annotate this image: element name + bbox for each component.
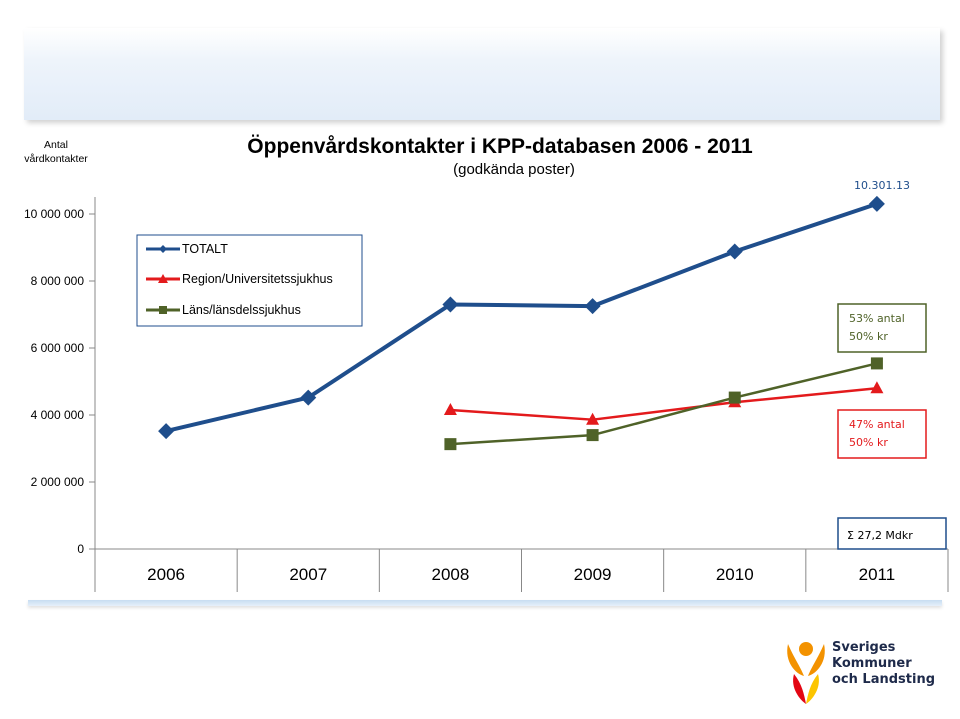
annotation-box-sum: Σ 27,2 Mdkr bbox=[837, 517, 947, 550]
data-point bbox=[870, 381, 884, 394]
y-tick-label: 2 000 000 bbox=[31, 475, 85, 489]
x-tick-label: 2007 bbox=[289, 565, 327, 584]
x-tick-label: 2009 bbox=[574, 565, 612, 584]
series-line bbox=[450, 386, 878, 421]
annotation-frame-lans bbox=[837, 303, 927, 353]
annotation-frame-region bbox=[837, 409, 927, 459]
logo-line-2: Kommuner bbox=[832, 656, 912, 671]
y-tick-label: 10 000 000 bbox=[24, 207, 84, 221]
y-axis-label-line1: Antal bbox=[44, 139, 68, 151]
x-tick-label: 2010 bbox=[716, 565, 754, 584]
series-layer bbox=[158, 195, 885, 451]
series-l-ns-l-nsdelssjukhus bbox=[444, 357, 883, 451]
annotation-frame-sum bbox=[837, 517, 947, 550]
data-point bbox=[728, 391, 741, 404]
skl-emblem bbox=[787, 642, 825, 704]
data-point bbox=[868, 195, 885, 212]
emblem-left-leg bbox=[793, 674, 806, 704]
annotation-region-line1: 47% antal bbox=[849, 418, 905, 431]
annotation-lans-line1: 53% antal bbox=[849, 312, 905, 325]
legend-marker-region bbox=[158, 274, 168, 283]
x-tick-label: 2011 bbox=[859, 565, 896, 584]
x-tick-label: 2006 bbox=[147, 565, 185, 584]
data-point bbox=[586, 429, 599, 442]
x-ticks: 2006 2007 2008 2009 2010 2011 bbox=[147, 549, 895, 592]
emblem-head bbox=[799, 642, 813, 656]
data-point bbox=[300, 389, 317, 406]
skl-logo-text: Sveriges Kommuner och Landsting bbox=[832, 640, 935, 688]
y-tick-label: 4 000 000 bbox=[31, 408, 85, 422]
annotation-lans-line2: 50% kr bbox=[849, 330, 888, 343]
data-point bbox=[586, 412, 600, 425]
legend-marker-lans bbox=[159, 306, 167, 314]
skl-logo: Sveriges Kommuner och Landsting bbox=[782, 636, 952, 706]
legend-label-region: Region/Universitetssjukhus bbox=[182, 272, 333, 286]
series-totalt bbox=[158, 195, 885, 440]
legend: TOTALT Region/Universitetssjukhus Läns/l… bbox=[136, 234, 363, 327]
chart-title: Öppenvårdskontakter i KPP-databasen 2006… bbox=[247, 135, 753, 158]
slide-header-band bbox=[24, 28, 940, 120]
data-point bbox=[870, 357, 883, 370]
slide-divider bbox=[28, 600, 942, 606]
data-point bbox=[444, 438, 457, 451]
y-ticks: 0 2 000 000 4 000 000 6 000 000 8 000 000 10 … bbox=[24, 207, 95, 556]
y-tick-label: 6 000 000 bbox=[31, 341, 85, 355]
data-point bbox=[442, 296, 459, 313]
chart-subtitle: (godkända poster) bbox=[453, 161, 575, 178]
y-tick-label: 8 000 000 bbox=[31, 274, 85, 288]
series-region-universitetssjukhus bbox=[443, 381, 884, 425]
annotation-box-region: 47% antal 50% kr bbox=[837, 409, 927, 459]
legend-label-lans: Läns/länsdelssjukhus bbox=[182, 303, 301, 317]
series-line bbox=[165, 202, 878, 434]
legend-marker-totalt bbox=[159, 245, 167, 253]
series-line bbox=[450, 362, 878, 446]
emblem-left-arm bbox=[787, 644, 804, 676]
emblem-right-arm bbox=[808, 644, 825, 676]
top-value-label: 10.301.13 bbox=[854, 179, 910, 192]
data-point bbox=[584, 298, 601, 315]
emblem-right-leg bbox=[806, 674, 819, 704]
logo-line-1: Sveriges bbox=[832, 640, 896, 655]
logo-line-3: och Landsting bbox=[832, 672, 936, 687]
y-axis-label-line2: vårdkontakter bbox=[24, 153, 88, 165]
y-tick-label: 0 bbox=[77, 542, 84, 556]
annotation-region-line2: 50% kr bbox=[849, 436, 888, 449]
annotation-sum-text: Σ 27,2 Mdkr bbox=[847, 529, 913, 542]
legend-label-totalt: TOTALT bbox=[182, 242, 228, 256]
annotation-box-lans: 53% antal 50% kr bbox=[837, 303, 927, 353]
data-point bbox=[158, 423, 175, 440]
data-point bbox=[726, 243, 743, 260]
x-tick-label: 2008 bbox=[432, 565, 470, 584]
data-point bbox=[443, 402, 457, 415]
